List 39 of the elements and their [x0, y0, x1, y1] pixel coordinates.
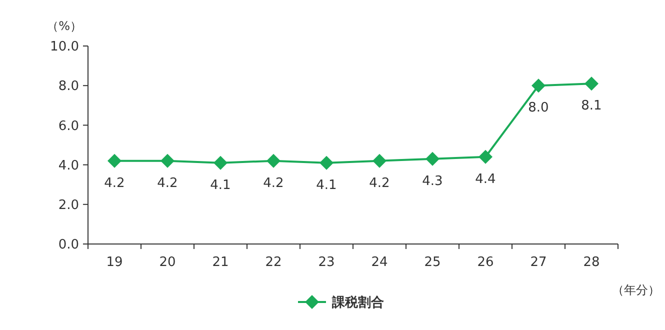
y-tick-label: 8.0 — [58, 79, 79, 94]
y-axis-title: （%） — [46, 19, 82, 33]
point — [478, 150, 492, 164]
point — [108, 154, 122, 168]
data-label: 4.2 — [157, 176, 178, 191]
data-label: 4.3 — [422, 174, 443, 189]
data-label: 4.1 — [316, 178, 337, 193]
point — [584, 76, 598, 91]
legend-label: 課税割合 — [331, 294, 384, 311]
x-tick-label: 21 — [212, 255, 229, 270]
point — [426, 152, 440, 166]
point — [532, 78, 546, 93]
point — [160, 154, 174, 168]
data-label: 8.1 — [581, 98, 602, 114]
y-tick-label: 0.0 — [58, 238, 79, 253]
y-tick-label: 2.0 — [58, 198, 79, 213]
y-tick-label: 10.0 — [50, 40, 79, 55]
data-label: 4.2 — [104, 176, 125, 191]
data-label: 8.0 — [528, 100, 549, 116]
data-label: 4.2 — [369, 176, 390, 191]
x-axis-title: （年分） — [612, 283, 660, 297]
data-label: 4.1 — [210, 178, 231, 193]
x-tick-label: 22 — [265, 255, 282, 270]
x-tick-label: 23 — [318, 255, 335, 270]
y-tick-label: 6.0 — [58, 118, 79, 134]
point — [266, 154, 280, 168]
y-tick-label: 4.0 — [58, 158, 79, 174]
x-tick-label: 27 — [530, 255, 547, 270]
point — [320, 156, 334, 170]
x-tick-label: 19 — [106, 255, 123, 270]
point — [214, 156, 228, 170]
point — [372, 154, 386, 168]
x-tick-label: 20 — [159, 255, 176, 270]
x-tick-label: 24 — [371, 255, 388, 270]
x-tick-label: 25 — [424, 255, 441, 270]
x-tick-label: 26 — [477, 255, 494, 270]
data-label: 4.2 — [263, 176, 284, 191]
x-tick-label: 28 — [583, 255, 600, 270]
data-label: 4.4 — [475, 172, 496, 187]
